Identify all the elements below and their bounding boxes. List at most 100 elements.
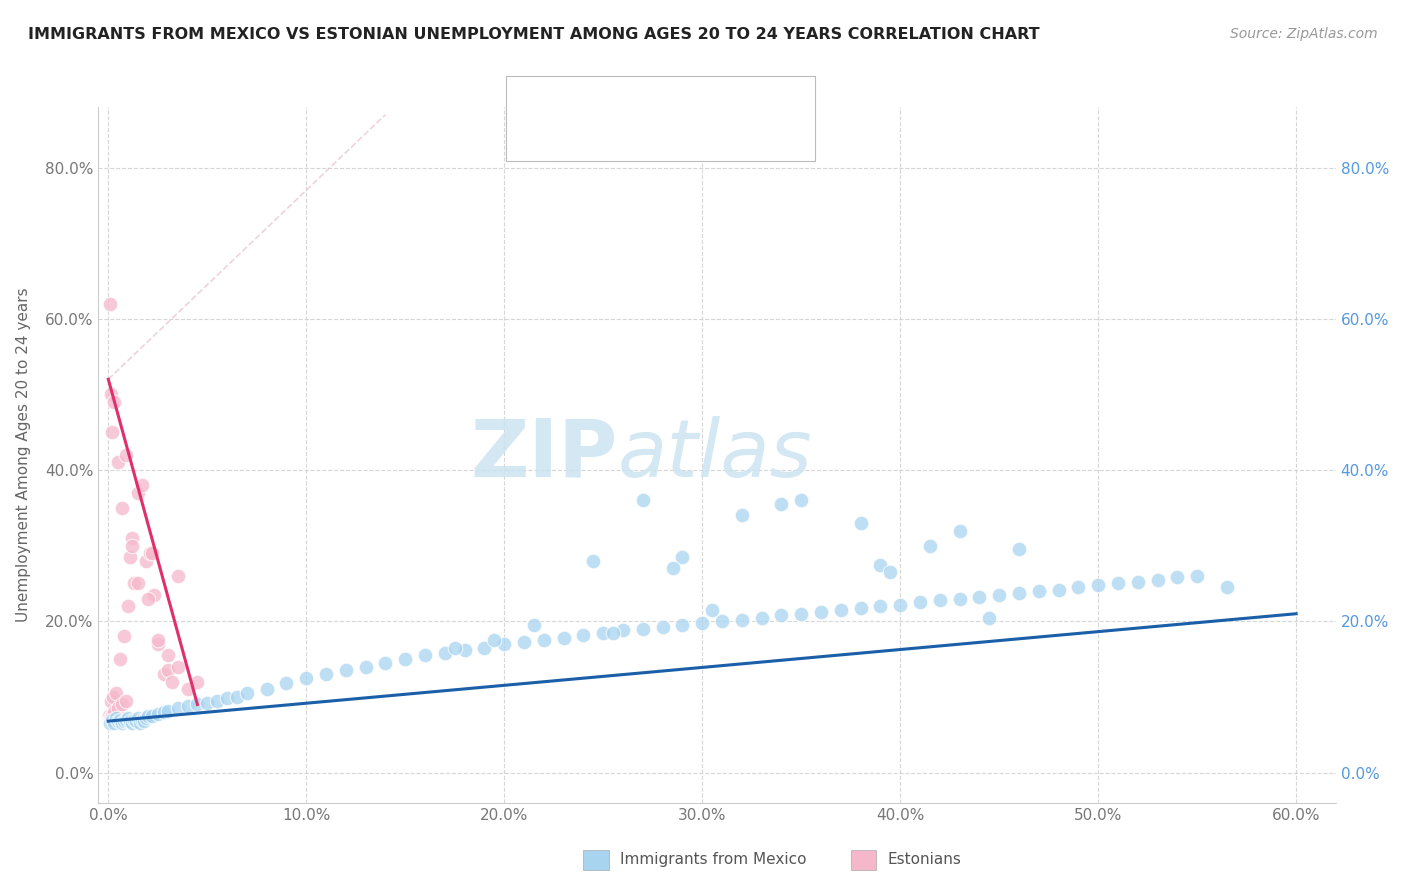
Point [335,664,357,678]
Point [869,558,891,572]
Point [146,637,169,651]
Point [533,633,555,648]
Point [111,698,134,712]
Point [948,524,970,538]
FancyBboxPatch shape [851,850,876,870]
Point [122,713,145,727]
Point [103,690,125,704]
Point [612,624,634,638]
Point [166,701,188,715]
Point [186,674,208,689]
Text: R =: R = [560,128,596,146]
Point [117,711,139,725]
Point [132,714,155,728]
Point [135,554,157,568]
Point [129,716,152,731]
Point [100,387,122,401]
Point [484,633,506,648]
Point [1067,580,1090,594]
Point [1166,570,1188,584]
Point [969,590,991,604]
Point [443,640,465,655]
Point [671,549,693,564]
Point [120,549,142,564]
FancyBboxPatch shape [520,125,548,150]
Point [103,395,125,409]
Text: R =: R = [560,99,596,117]
Point [103,716,125,731]
Point [127,485,149,500]
Point [1028,584,1050,599]
Point [592,625,614,640]
Point [602,625,624,640]
Point [1107,576,1129,591]
Point [117,599,139,614]
Point [152,705,174,719]
Point [553,631,575,645]
Point [115,448,138,462]
Point [1146,573,1168,587]
Point [494,637,516,651]
Point [751,610,773,624]
Text: atlas: atlas [619,416,813,494]
Point [830,603,852,617]
Point [142,588,165,602]
Point [948,591,970,606]
Point [166,659,188,673]
Point [127,711,149,725]
Point [731,613,754,627]
Point [176,682,198,697]
Point [108,652,131,666]
Point [1047,582,1070,597]
Text: 0.521: 0.521 [599,99,651,117]
Point [661,561,683,575]
Point [100,714,122,728]
FancyBboxPatch shape [520,95,548,120]
Point [131,478,153,492]
Point [1126,574,1149,589]
Point [631,622,654,636]
Point [186,698,208,712]
Point [107,714,129,728]
Text: 99: 99 [707,99,731,117]
Point [112,629,135,643]
Point [111,500,134,515]
Point [127,576,149,591]
Point [141,546,163,560]
Point [195,696,218,710]
Point [889,598,911,612]
Point [1185,569,1208,583]
Text: 0.510: 0.510 [599,128,651,146]
Point [115,694,138,708]
Point [111,716,134,731]
Point [690,615,713,630]
Point [810,605,832,619]
Point [394,652,416,666]
Point [523,618,546,632]
Point [1087,578,1109,592]
Point [176,698,198,713]
Point [988,588,1011,602]
Point [226,690,249,704]
FancyBboxPatch shape [583,850,609,870]
Point [700,603,723,617]
Point [136,708,159,723]
Point [156,704,179,718]
Point [146,633,169,648]
Point [374,656,396,670]
Point [849,600,872,615]
Point [413,648,436,663]
Point [928,593,950,607]
Point [354,659,377,673]
Point [152,667,174,681]
Point [790,607,813,621]
Point [112,714,135,728]
Point [141,708,163,723]
Point [122,576,145,591]
Point [879,565,901,579]
Point [98,296,121,310]
Point [295,671,318,685]
Point [651,620,673,634]
Point [276,676,298,690]
Point [160,674,183,689]
